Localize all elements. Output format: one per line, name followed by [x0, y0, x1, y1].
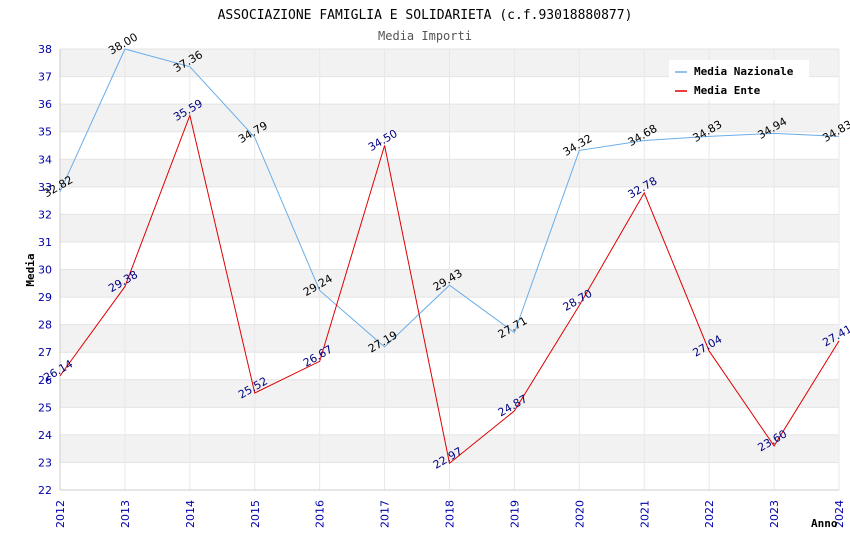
x-tick-label: 2015 — [249, 500, 262, 528]
series-line-media-ente — [59, 113, 840, 465]
x-tick-label: 2013 — [119, 500, 132, 528]
y-tick-label: 30 — [38, 264, 52, 277]
x-tick-label: 2017 — [379, 500, 392, 528]
y-tick-label: 31 — [38, 236, 52, 249]
legend: Media Nazionale Media Ente — [669, 60, 809, 100]
x-tick-label: 2018 — [444, 500, 457, 528]
series-line-media-nazionale — [59, 48, 840, 348]
x-tick-label: 2019 — [508, 500, 521, 528]
series — [59, 48, 840, 465]
chart-title: ASSOCIAZIONE FAMIGLIA E SOLIDARIETA (c.f… — [218, 8, 633, 23]
chart-subtitle: Media Importi — [378, 29, 472, 43]
y-tick-label: 23 — [38, 456, 52, 469]
y-tick-label: 22 — [38, 484, 52, 497]
x-tick-label: 2023 — [768, 500, 781, 528]
x-tick-label: 2014 — [184, 500, 197, 528]
y-tick-label: 38 — [38, 43, 52, 56]
x-tick-label: 2021 — [638, 500, 651, 528]
legend-box — [669, 60, 809, 100]
legend-label-media-ente: Media Ente — [694, 84, 761, 97]
x-tick-label: 2022 — [703, 500, 716, 528]
y-tick-label: 33 — [38, 181, 52, 194]
y-tick-label: 24 — [38, 429, 52, 442]
y-tick-label: 35 — [38, 126, 52, 139]
y-axis-label: Media — [24, 253, 37, 286]
legend-label-media-nazionale: Media Nazionale — [694, 65, 794, 78]
y-tick-label: 34 — [38, 153, 52, 166]
y-tick-label: 36 — [38, 98, 52, 111]
x-tick-label: 2016 — [314, 500, 327, 528]
x-axis-label: Anno — [811, 517, 838, 530]
y-tick-label: 26 — [38, 374, 52, 387]
y-tick-label: 32 — [38, 208, 52, 221]
x-tick-label: 2024 — [833, 500, 846, 528]
axes: 22 23 24 25 26 27 28 29 30 31 32 33 34 35 36 37 38 2012 20… — [38, 43, 846, 528]
x-tick-label: 2012 — [54, 500, 67, 528]
y-tick-label: 29 — [38, 291, 52, 304]
x-tick-label: 2020 — [573, 500, 586, 528]
y-tick-label: 37 — [38, 71, 52, 84]
y-tick-label: 27 — [38, 346, 52, 359]
y-tick-label: 28 — [38, 319, 52, 332]
y-tick-label: 25 — [38, 401, 52, 414]
grid — [59, 48, 840, 491]
